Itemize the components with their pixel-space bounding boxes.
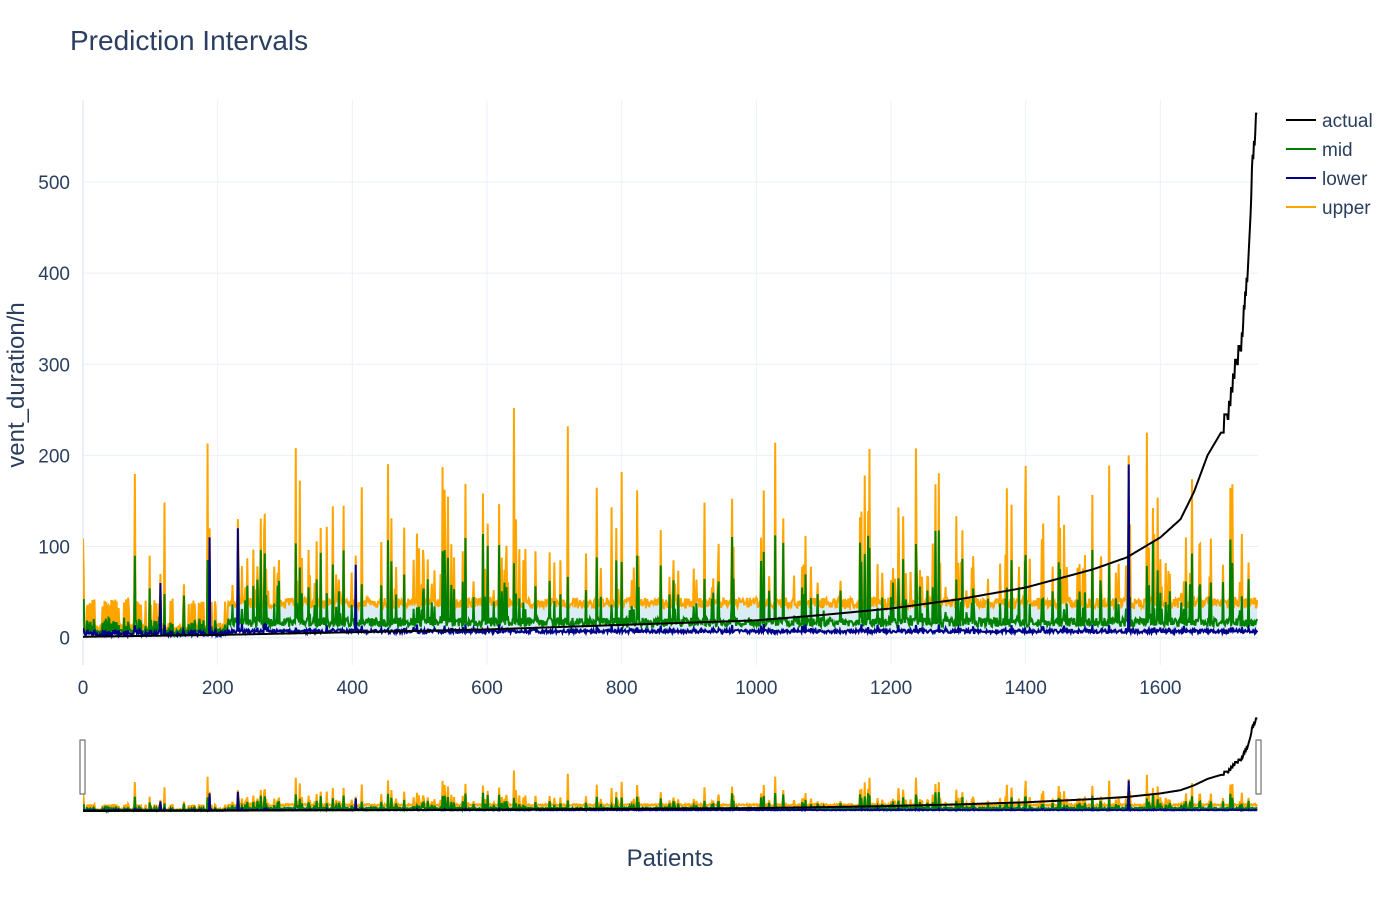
y-tick-label: 100	[38, 538, 70, 559]
series-layer	[83, 114, 1257, 637]
x-axis-title: Patients	[627, 845, 714, 872]
range-slider-left-handle[interactable]	[80, 740, 85, 794]
x-tick-label: 1000	[735, 678, 777, 699]
legend-item-actual[interactable]: actual	[1286, 111, 1373, 132]
legend-label-lower: lower	[1322, 169, 1368, 190]
y-axis-title: vent_duration/h	[3, 302, 30, 467]
range-slider[interactable]	[80, 716, 1261, 816]
y-tick-labels: 0 100 200 300 400 500	[38, 173, 70, 650]
legend-item-lower[interactable]: lower	[1286, 169, 1368, 190]
y-tick-label: 500	[38, 173, 70, 194]
chart-title: Prediction Intervals	[70, 25, 308, 56]
x-tick-label: 1200	[870, 678, 912, 699]
x-tick-label: 400	[336, 678, 368, 699]
legend: actual mid lower upper	[1286, 111, 1373, 219]
x-tick-label: 1400	[1005, 678, 1047, 699]
legend-label-mid: mid	[1322, 140, 1353, 161]
y-tick-label: 300	[38, 355, 70, 376]
legend-item-upper[interactable]: upper	[1286, 198, 1371, 219]
x-tick-label: 1600	[1139, 678, 1181, 699]
x-tick-label: 600	[471, 678, 503, 699]
range-slider-right-handle[interactable]	[1256, 740, 1261, 794]
y-tick-label: 200	[38, 446, 70, 467]
legend-label-upper: upper	[1322, 198, 1371, 219]
series-actual-line	[83, 114, 1257, 637]
y-tick-label: 0	[59, 629, 70, 650]
y-tick-label: 400	[38, 264, 70, 285]
x-tick-label: 800	[606, 678, 638, 699]
x-tick-label: 200	[202, 678, 234, 699]
x-tick-labels: 0 200 400 600 800 1000 1200 1400 1600	[78, 678, 1182, 699]
legend-item-mid[interactable]: mid	[1286, 140, 1353, 161]
x-tick-label: 0	[78, 678, 89, 699]
legend-label-actual: actual	[1322, 111, 1373, 132]
